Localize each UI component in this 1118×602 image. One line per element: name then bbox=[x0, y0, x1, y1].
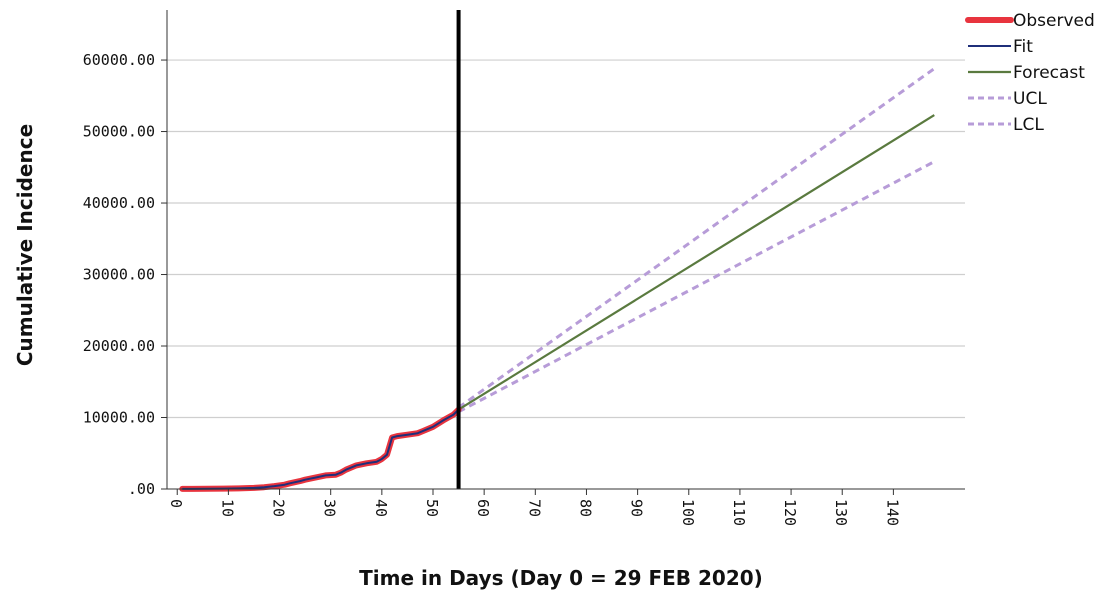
x-tick-label: 20 bbox=[270, 499, 288, 517]
x-tick-label: 130 bbox=[832, 499, 850, 526]
y-tick-label: 30000.00 bbox=[83, 266, 155, 284]
axes-layer: .00 10000.00 20000.00 30000.00 40000.00 50000… bbox=[83, 10, 965, 526]
y-axis-title: Cumulative Incidence bbox=[13, 124, 37, 366]
x-tick-label: 60 bbox=[474, 499, 492, 517]
x-tick-label: 30 bbox=[321, 499, 339, 517]
x-tick-label: 90 bbox=[628, 499, 646, 517]
legend-label-observed: Observed bbox=[1013, 11, 1095, 31]
grid-layer bbox=[167, 60, 965, 417]
fit-series-line bbox=[182, 410, 458, 489]
legend-label-ucl: UCL bbox=[1013, 89, 1047, 109]
legend-label-lcl: LCL bbox=[1013, 115, 1044, 135]
legend-label-fit: Fit bbox=[1013, 37, 1033, 57]
ucl-series-line bbox=[459, 69, 935, 408]
y-tick-label: 50000.00 bbox=[83, 123, 155, 141]
x-tick-label: 40 bbox=[372, 499, 390, 517]
x-axis-title: Time in Days (Day 0 = 29 FEB 2020) bbox=[359, 566, 763, 590]
y-tick-label: 60000.00 bbox=[83, 51, 155, 69]
x-tick-label: 10 bbox=[218, 499, 236, 517]
x-tick-label: 80 bbox=[576, 499, 594, 517]
x-tick-label: 0 bbox=[167, 499, 185, 508]
lcl-series-line bbox=[459, 162, 935, 412]
x-tick-label: 50 bbox=[423, 499, 441, 517]
x-tick-label: 110 bbox=[730, 499, 748, 526]
forecast-series-line bbox=[459, 115, 935, 410]
y-tick-label: 10000.00 bbox=[83, 409, 155, 427]
legend-label-forecast: Forecast bbox=[1013, 63, 1085, 83]
legend: Observed Fit Forecast UCL LCL bbox=[968, 11, 1095, 135]
y-tick-label: 20000.00 bbox=[83, 337, 155, 355]
y-tick-label: 40000.00 bbox=[83, 194, 155, 212]
x-tick-label: 100 bbox=[679, 499, 697, 526]
x-tick-label: 120 bbox=[781, 499, 799, 526]
x-tick-label: 140 bbox=[883, 499, 901, 526]
x-tick-label: 70 bbox=[525, 499, 543, 517]
y-tick-label: .00 bbox=[128, 480, 155, 498]
